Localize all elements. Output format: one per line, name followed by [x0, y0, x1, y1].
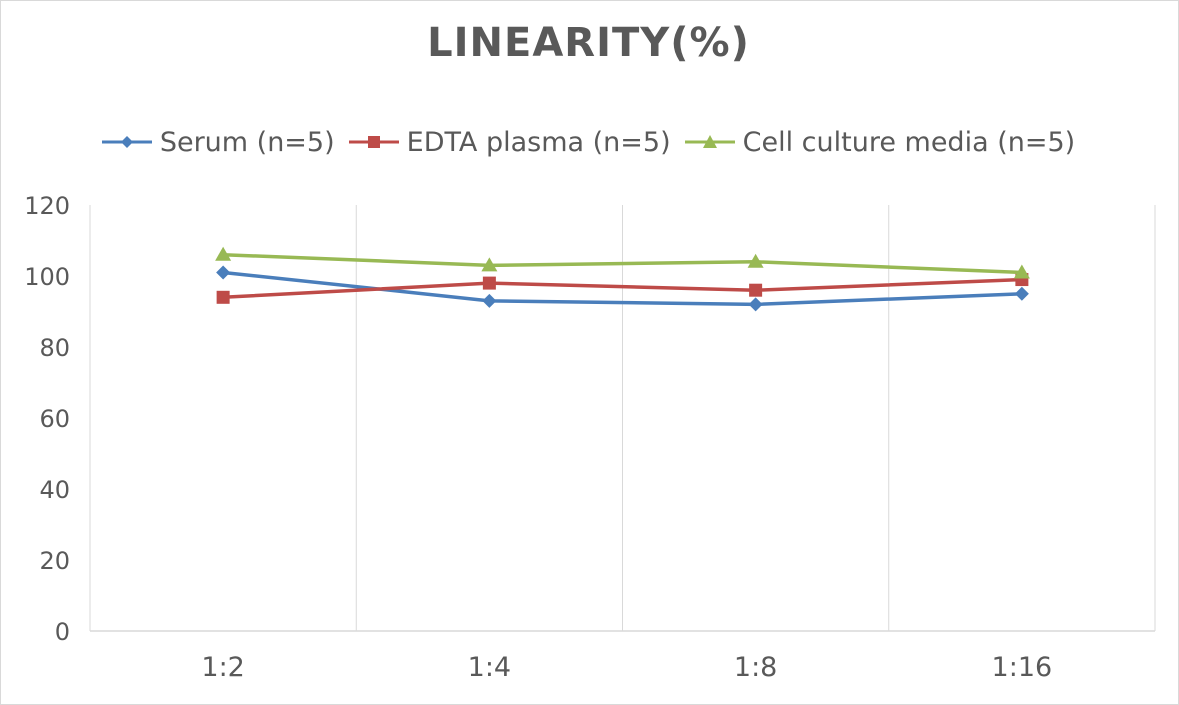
legend-item-serum: Serum (n=5) — [101, 126, 335, 158]
legend-marker-cell-culture-media — [684, 135, 735, 148]
legend-marker-edta-plasma — [348, 136, 399, 148]
data-point-diamond — [216, 265, 231, 280]
x-tick-label: 1:8 — [734, 652, 777, 683]
legend-item-cell-culture-media: Cell culture media (n=5) — [684, 126, 1076, 158]
legend-label-cell-culture-media: Cell culture media (n=5) — [742, 126, 1076, 158]
legend-label-edta-plasma: EDTA plasma (n=5) — [406, 126, 671, 158]
legend-marker-serum — [101, 136, 152, 148]
series-line-0 — [222, 270, 1022, 307]
data-point-square — [482, 276, 496, 290]
data-point-diamond — [1014, 286, 1029, 301]
x-tick-label: 1:16 — [992, 652, 1053, 683]
legend-item-edta-plasma: EDTA plasma (n=5) — [348, 126, 671, 158]
x-tick-label: 1:2 — [201, 652, 244, 683]
chart-title: LINEARITY(%) — [427, 20, 750, 66]
y-tick-label: 40 — [39, 476, 70, 504]
x-tick-label: 1:4 — [468, 652, 511, 683]
y-tick-label: 120 — [24, 192, 70, 220]
y-tick-label: 20 — [39, 547, 70, 575]
y-tick-label: 80 — [39, 334, 70, 362]
data-point-triangle — [1013, 264, 1030, 279]
y-tick-label: 0 — [55, 618, 70, 646]
data-point-diamond — [482, 293, 497, 308]
y-tick-label: 100 — [24, 263, 70, 291]
legend-label-serum: Serum (n=5) — [159, 126, 335, 158]
data-point-triangle — [481, 257, 498, 272]
data-point-triangle — [215, 246, 232, 261]
series-line-2 — [223, 252, 1022, 275]
data-point-triangle — [747, 253, 764, 268]
data-point-square — [749, 283, 763, 297]
y-tick-label: 60 — [39, 405, 70, 433]
legend: Serum (n=5) EDTA plasma (n=5) Cell cultu… — [0, 122, 1177, 162]
series-line-1 — [223, 277, 1022, 300]
data-point-diamond — [748, 297, 763, 312]
data-point-square — [216, 290, 230, 304]
